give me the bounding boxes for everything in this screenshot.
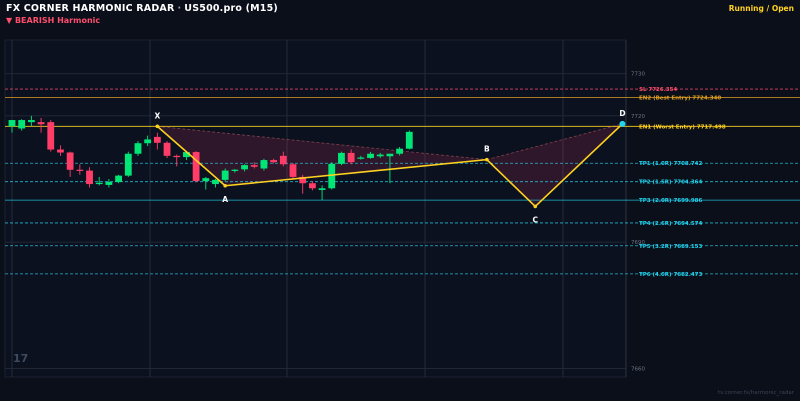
candle-body [279,155,287,165]
candle-body [308,183,316,189]
candle-body [76,169,84,171]
candle-body [134,143,142,154]
level-label-tp: TP5 (3.2R) 7689.153 [639,244,702,250]
candle-body [396,148,403,154]
candle-body [250,165,258,167]
candle-body [47,122,55,150]
title-separator: · [177,3,182,14]
level-label-tp: TP1 (1.0R) 7708.742 [639,161,702,167]
pivot-b-marker [485,157,489,162]
candle-body [328,163,336,189]
pattern-zone-bcd [486,123,623,207]
level-label-entry1: EN1 (Worst Entry) 7717.498 [639,124,726,130]
title-text: FX CORNER HARMONIC RADAR [6,3,175,14]
level-label-tp: TP6 (4.0R) 7682.473 [639,272,702,278]
candle-body [18,120,26,129]
candle-body [144,139,152,144]
candle-body [27,120,35,123]
level-label-tp: TP3 (2.0R) 7699.986 [639,198,702,204]
candle-body [37,122,45,125]
y-tick-label: 7720 [631,114,645,120]
pivot-c-marker [533,204,538,209]
candle-body [241,165,248,170]
pattern-zone-xab [157,126,487,186]
pattern-diagonal-bd [486,123,623,161]
candle-body [347,152,355,163]
candle-body [318,188,326,190]
level-label-tp: TP4 (2.6R) 7694.574 [639,221,702,227]
pivot-d-label: D [619,109,625,118]
candle-body [357,157,365,159]
watermark-logo: 17 [13,352,29,365]
candle-body [338,152,345,164]
pattern-diagonal-xb [157,125,487,161]
pattern-direction-label: ▼ BEARISH Harmonic [6,16,101,25]
pivot-c-label: C [533,215,539,224]
status-label: Running / Open [728,4,794,13]
candle-body [115,175,122,182]
candle-body [405,131,413,149]
level-label-entry2: EN2 (Best Entry) 7724.340 [639,96,721,102]
candle-body [57,149,64,153]
level-label-tp: TP2 (1.5R) 7704.364 [639,180,702,186]
candle-body [289,164,297,177]
candle-body [124,153,132,176]
pivot-a-label: A [222,195,228,204]
candle-body [183,152,190,158]
candle-body [386,153,394,157]
footer-link: tv.corner.fx/harmonic_radar [718,390,794,396]
level-label-sl: SL 7726.354 [639,87,677,93]
pivot-x-marker [155,124,160,129]
candle-body [105,181,113,185]
plot-area [4,39,627,378]
candle-body [376,154,384,157]
candle-body [299,176,307,184]
candle-body [202,178,210,182]
y-tick-label: 7690 [631,240,645,246]
candle-body [8,120,16,127]
pattern-leg-bc [486,159,536,207]
candle-body [367,153,374,158]
candle-body [231,169,239,171]
symbol-label: US500.pro (M15) [184,3,278,14]
candle-body [260,160,268,169]
candle-body [66,152,74,170]
y-tick-label: 7730 [631,72,645,78]
candle-body [173,155,181,158]
candle-body [221,170,229,180]
candle-body [192,152,200,182]
candle-body [153,136,161,143]
chart-header: FX CORNER HARMONIC RADAR · US500.pro (M15)… [0,0,800,30]
pivot-b-label: B [484,145,490,154]
pattern-leg-xa [156,125,226,187]
chart-title: FX CORNER HARMONIC RADAR · US500.pro (M15) [6,3,278,14]
pivot-a-marker [223,183,227,188]
pattern-leg-cd [534,123,624,207]
pivot-d-marker [619,120,626,127]
candle-body [270,160,278,163]
y-tick-label: 7660 [631,367,645,373]
candle-body [212,179,219,185]
candle-body [86,170,93,185]
candle-body [95,182,103,185]
candle-body [163,142,171,156]
pivot-x-label: X [154,111,160,120]
pattern-leg-ab [225,158,487,187]
